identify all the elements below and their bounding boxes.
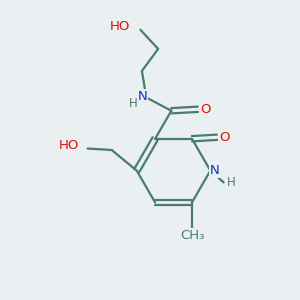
Text: CH₃: CH₃ [180, 229, 204, 242]
Text: H: H [129, 97, 137, 110]
Text: N: N [138, 89, 148, 103]
Text: HO: HO [110, 20, 130, 33]
Text: HO: HO [58, 139, 79, 152]
Text: O: O [200, 103, 211, 116]
Text: O: O [219, 131, 230, 144]
Text: N: N [210, 164, 220, 177]
Text: H: H [226, 176, 235, 189]
